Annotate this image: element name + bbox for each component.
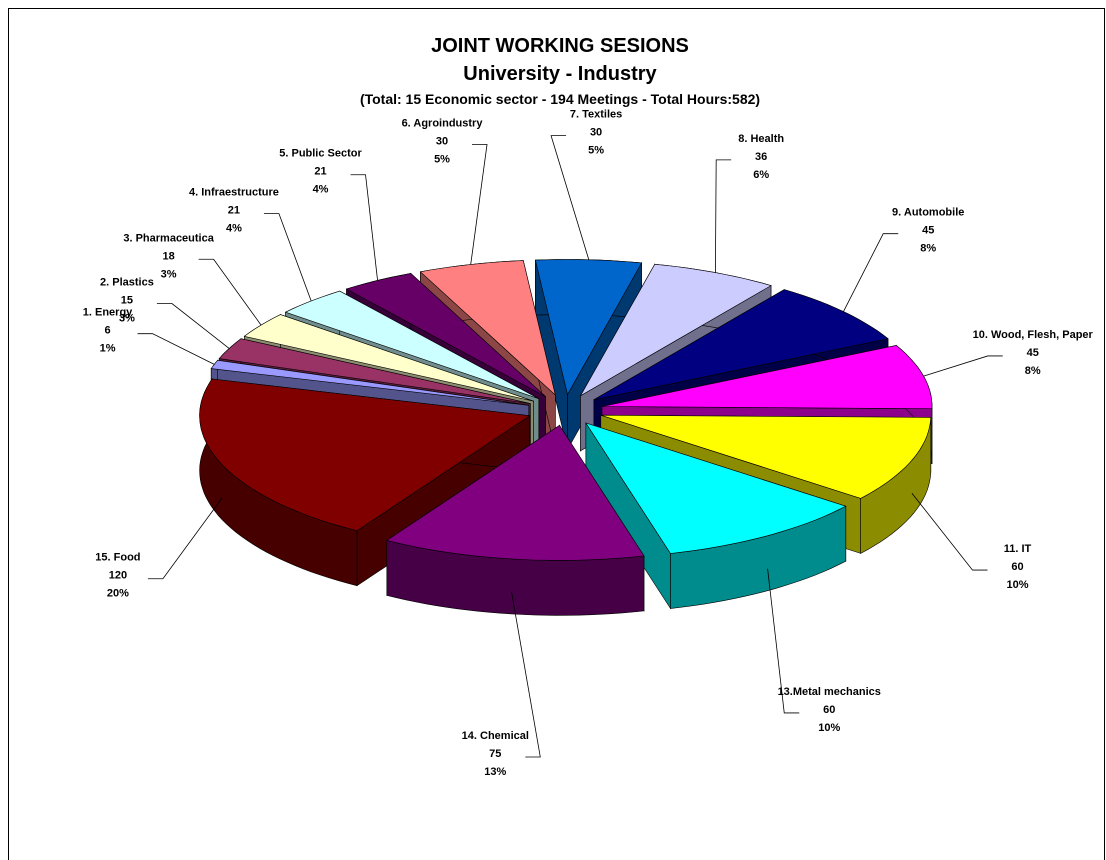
label-value: 15 [121,295,133,307]
label-name: 2. Plastics [100,277,154,289]
label-name: 10. Wood, Flesh, Paper [973,329,1094,341]
label-name: 1. Energy [83,307,133,319]
slice [199,378,531,532]
label-percent: 20% [107,588,129,600]
chart-title: JOINT WORKING SESIONS [431,35,689,57]
leader-line [843,233,899,312]
label-value: 60 [823,704,835,716]
slice [210,359,529,406]
slice [419,260,556,396]
label-value: 120 [109,570,127,582]
chart-note: (Total: 15 Economic sector - 194 Meeting… [360,91,760,107]
label-name: 5. Public Sector [279,148,362,160]
label-value: 36 [755,151,767,163]
label-name: 6. Agroindustry [402,118,484,130]
leader-line [263,213,312,302]
label-name: 8. Health [738,133,784,145]
label-percent: 5% [588,145,604,157]
label-value: 45 [1027,347,1039,359]
label-name: 15. Food [95,552,140,564]
leader-line [156,303,230,349]
label-value: 21 [228,205,240,217]
labels: 1. Energy 6 1% 2. Plastics 15 3% 3. Pharmaceut… [83,109,1094,778]
label-value: 6 [104,325,110,337]
label-value: 45 [922,225,934,237]
slice [585,422,847,554]
slice [386,424,645,561]
label-percent: 6% [753,169,769,181]
leader-line [715,159,732,273]
slice [218,338,531,404]
leader-line [923,355,1003,377]
label-percent: 4% [313,184,329,196]
slice [600,414,932,499]
leader-line [911,492,988,571]
label-name: 11. IT [1004,543,1032,555]
label-value: 30 [590,127,602,139]
label-value: 18 [162,250,174,262]
label-percent: 10% [1006,579,1028,591]
label-percent: 1% [100,343,116,355]
slice [593,289,889,401]
label-value: 75 [489,748,501,760]
slice [284,290,539,399]
leader-line [550,135,590,260]
leader-line [147,497,223,580]
leader-line [137,333,215,365]
label-percent: 3% [161,268,177,280]
label-percent: 5% [434,154,450,166]
label-name: 4. Infraestructure [189,187,279,199]
label-name: 9. Automobile [892,207,964,219]
label-value: 60 [1011,561,1023,573]
slice [345,273,546,397]
leader-line [767,568,800,714]
label-percent: 4% [226,223,242,235]
pie [199,259,933,616]
leader-line [470,144,488,265]
label-value: 21 [314,166,326,178]
leader-line [511,591,541,758]
label-name: 3. Pharmaceutica [123,232,214,244]
slice [535,259,643,396]
label-percent: 3% [119,313,135,325]
leader-line [198,258,262,326]
chart-subtitle: University - Industry [463,63,657,85]
label-percent: 13% [484,766,506,778]
label-percent: 10% [818,722,840,734]
label-percent: 8% [1025,365,1041,377]
label-name: 14. Chemical [462,730,529,742]
label-name: 13.Metal mechanics [778,686,881,698]
leader-line [350,174,378,281]
label-name: 7. Textiles [570,109,622,121]
label-percent: 8% [920,243,936,255]
label-value: 30 [436,136,448,148]
